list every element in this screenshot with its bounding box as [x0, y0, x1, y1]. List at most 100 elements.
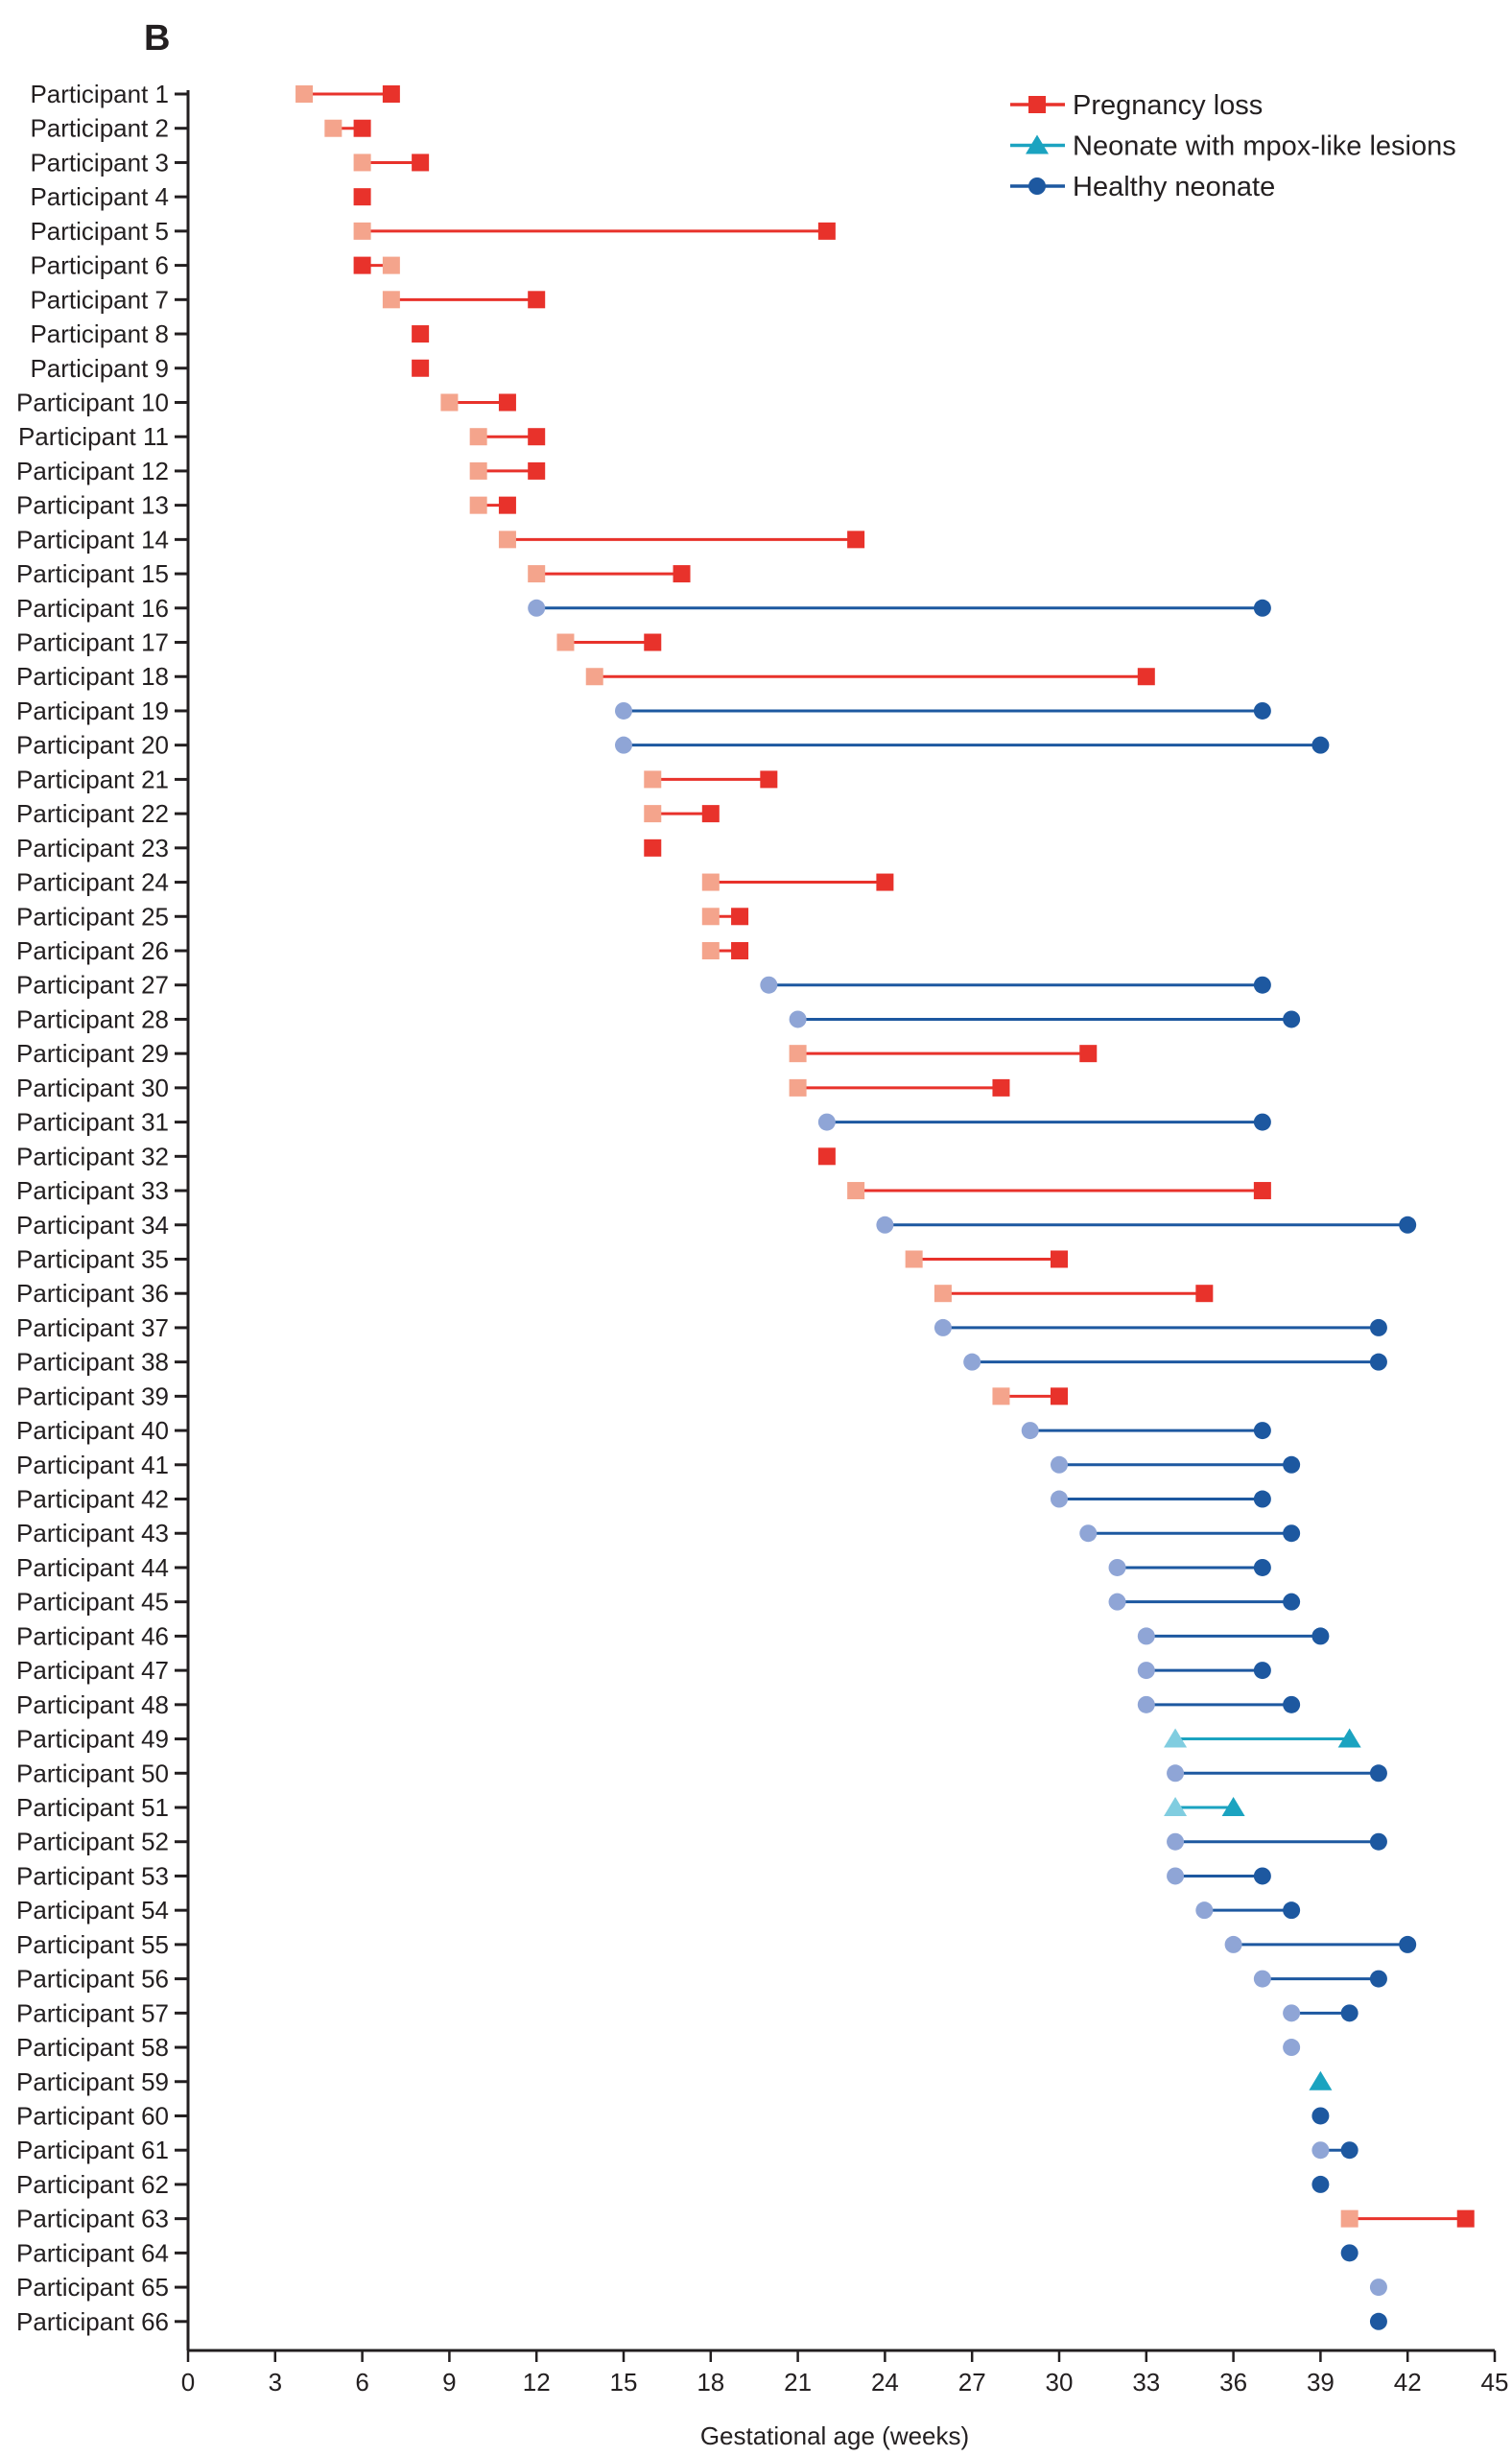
first-marker: [876, 1216, 894, 1234]
participant-row: Participant 8: [30, 319, 430, 348]
participant-label: Participant 25: [16, 902, 169, 931]
participant-label: Participant 65: [16, 2273, 169, 2302]
last-marker: [1283, 1695, 1301, 1713]
last-marker: [1051, 1387, 1068, 1405]
participant-label: Participant 27: [16, 971, 169, 1000]
participant-row: Participant 20: [16, 731, 1330, 760]
participant-label: Participant 54: [16, 1896, 169, 1925]
x-tick-label: 12: [523, 2368, 551, 2397]
participant-label: Participant 1: [30, 80, 169, 108]
last-marker: [1311, 1627, 1330, 1645]
first-marker: [1195, 1901, 1214, 1920]
legend-marker-icon: [1026, 134, 1049, 154]
last-marker: [644, 633, 662, 651]
participant-label: Participant 47: [16, 1656, 169, 1685]
participant-row: Participant 13: [16, 491, 516, 520]
first-marker: [847, 1182, 865, 1200]
last-marker: [1309, 2070, 1333, 2090]
participant-label: Participant 17: [16, 628, 169, 657]
participant-row: Participant 60: [16, 2101, 1330, 2130]
first-marker: [1167, 1832, 1185, 1851]
participant-row: Participant 32: [16, 1142, 836, 1170]
last-marker: [1137, 668, 1155, 686]
participant-row: Participant 44: [16, 1553, 1271, 1582]
participant-row: Participant 59: [16, 2067, 1333, 2096]
x-tick-label: 45: [1481, 2368, 1509, 2397]
x-tick-label: 3: [269, 2368, 282, 2397]
first-marker: [1369, 2279, 1387, 2297]
participant-row: Participant 63: [16, 2205, 1475, 2233]
participant-row: Participant 41: [16, 1451, 1301, 1479]
first-marker: [905, 1250, 923, 1268]
participant-label: Participant 66: [16, 2307, 169, 2336]
first-marker: [760, 976, 778, 994]
participant-label: Participant 18: [16, 662, 169, 691]
first-marker: [963, 1353, 981, 1371]
first-marker: [1311, 2141, 1330, 2160]
x-tick-label: 0: [181, 2368, 195, 2397]
first-marker: [1253, 1970, 1271, 1988]
participant-label: Participant 36: [16, 1279, 169, 1308]
last-marker: [353, 119, 371, 137]
last-marker: [1369, 2312, 1387, 2330]
last-marker: [1369, 1318, 1387, 1336]
participant-row: Participant 46: [16, 1621, 1330, 1650]
last-marker: [1283, 1524, 1301, 1543]
first-marker: [528, 565, 546, 583]
last-marker: [1369, 1764, 1387, 1783]
participant-row: Participant 53: [16, 1861, 1271, 1890]
last-marker: [1221, 1797, 1245, 1816]
participant-label: Participant 41: [16, 1451, 169, 1479]
legend-item-mpox: Neonate with mpox-like lesions: [1010, 131, 1456, 162]
participant-label: Participant 31: [16, 1108, 169, 1137]
last-marker: [1253, 1422, 1271, 1440]
participant-row: Participant 33: [16, 1176, 1271, 1205]
participant-row: Participant 11: [18, 422, 546, 451]
last-marker: [1253, 976, 1271, 994]
participant-label: Participant 11: [18, 422, 169, 451]
participant-label: Participant 9: [30, 354, 169, 383]
participant-row: Participant 62: [16, 2170, 1330, 2199]
participant-label: Participant 23: [16, 834, 169, 862]
participant-row: Participant 24: [16, 868, 894, 897]
x-tick-label: 42: [1394, 2368, 1422, 2397]
participant-row: Participant 26: [16, 936, 749, 965]
first-marker: [528, 599, 546, 617]
participant-label: Participant 59: [16, 2067, 169, 2096]
participant-label: Participant 19: [16, 697, 169, 725]
participant-label: Participant 2: [30, 114, 169, 143]
participant-rows: Participant 1 Participant 2 Participant 3 P…: [16, 80, 1475, 2336]
last-marker: [817, 222, 836, 240]
x-tick-label: 9: [442, 2368, 456, 2397]
last-marker: [1253, 1662, 1271, 1680]
legend-marker-icon: [1028, 177, 1046, 195]
first-marker: [615, 701, 632, 720]
participant-label: Participant 10: [16, 388, 169, 416]
first-marker: [1137, 1627, 1155, 1645]
last-marker: [760, 770, 778, 789]
last-marker: [1456, 2209, 1475, 2228]
x-tick-label: 30: [1046, 2368, 1074, 2397]
last-marker: [1253, 1558, 1271, 1576]
participant-row: Participant 15: [16, 559, 691, 588]
last-marker: [1311, 736, 1330, 754]
participant-row: Participant 23: [16, 834, 662, 862]
first-marker: [789, 1045, 807, 1063]
participant-label: Participant 39: [16, 1382, 169, 1410]
first-marker: [585, 668, 603, 686]
last-marker: [353, 256, 371, 274]
first-marker: [1167, 1764, 1185, 1783]
first-marker: [1224, 1935, 1242, 1953]
legend-item-healthy: Healthy neonate: [1010, 172, 1275, 202]
first-marker: [1108, 1593, 1126, 1611]
first-marker: [1021, 1422, 1039, 1440]
participant-label: Participant 40: [16, 1416, 169, 1445]
participant-label: Participant 46: [16, 1621, 169, 1650]
participant-label: Participant 64: [16, 2238, 169, 2267]
axes: 0 3 6 9 12 15 18 21 24 27 30 33 36 39 42 45: [181, 90, 1509, 2397]
participant-label: Participant 30: [16, 1074, 169, 1102]
participant-row: Participant 27: [16, 971, 1271, 1000]
participant-label: Participant 12: [16, 457, 169, 485]
participant-row: Participant 29: [16, 1039, 1098, 1068]
participant-row: Participant 47: [16, 1656, 1271, 1685]
